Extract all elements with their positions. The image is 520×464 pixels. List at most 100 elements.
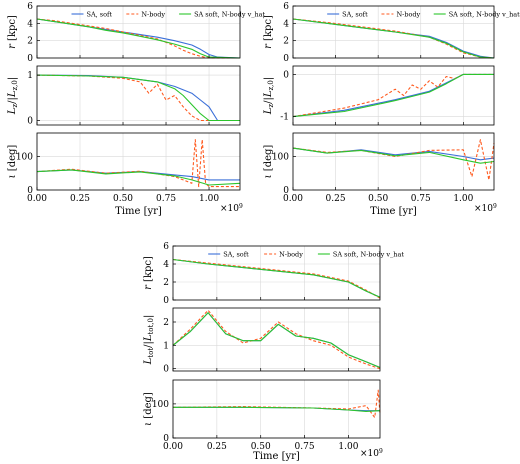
y-tick-label: 4 xyxy=(27,19,33,29)
y-tick-label: 2 xyxy=(27,37,33,47)
x-tick-label: 1.00 xyxy=(338,442,358,452)
series-line xyxy=(36,18,241,59)
x-axis-exponent: ×109 xyxy=(360,448,383,459)
panel-2: 0 1 Lz/|Lz,0| xyxy=(7,65,241,126)
x-axis-label: Time [yr] xyxy=(370,206,417,217)
y-axis-label-text: Lz/|Lz,0| xyxy=(7,77,19,115)
x-tick-label: 0.75 xyxy=(156,194,176,204)
y-axis-label-text: ι [deg] xyxy=(7,145,18,179)
y-tick-label: 100 xyxy=(272,152,289,162)
y-tick-label: 0 xyxy=(27,116,33,126)
y-tick-label: 0 xyxy=(163,296,169,306)
y-axis-label: r [kpc] xyxy=(263,15,274,49)
y-axis-label-text: Lz/|Lz,0| xyxy=(263,77,275,115)
plot-frame xyxy=(172,307,381,372)
x-tick-label: 0.75 xyxy=(411,194,431,204)
x-tick-label: 0.50 xyxy=(113,194,133,204)
y-tick-label: 4 xyxy=(163,260,169,270)
series-line xyxy=(36,74,240,122)
legend-label: SA, soft xyxy=(223,251,249,259)
panel-1: 0 2 4 6 r [kpc] SA, soft N-body SA soft, N-body… xyxy=(263,2,520,64)
legend-label: N-body xyxy=(396,11,420,19)
series-line xyxy=(172,309,381,370)
x-tick-label: 0.50 xyxy=(251,442,271,452)
y-axis-label: ι [deg] xyxy=(143,392,154,426)
series-line xyxy=(36,18,240,59)
y-tick-label: 6 xyxy=(283,2,289,12)
y-tick-label: 1 xyxy=(163,341,169,351)
y-axis-label: r [kpc] xyxy=(143,256,154,290)
legend-label: SA soft, N-body v_hat xyxy=(449,11,520,19)
y-tick-label: 0 xyxy=(163,434,169,444)
series-line xyxy=(292,147,495,164)
legend-label: SA soft, N-body v_hat xyxy=(194,11,265,19)
y-tick-label: 0 xyxy=(163,365,169,375)
plot-frame xyxy=(36,132,241,191)
series-line xyxy=(36,139,240,188)
x-tick-label: 0.25 xyxy=(70,194,90,204)
series-line xyxy=(173,406,381,412)
series-line xyxy=(292,18,495,59)
series-line xyxy=(172,312,381,369)
y-axis-label-text: ι [deg] xyxy=(263,145,274,179)
legend-label: SA, soft xyxy=(342,11,368,19)
panel-2: 0 1 2 Ltot/|Ltot,0| xyxy=(143,307,381,375)
panel-1: 0 2 4 6 r [kpc] SA, soft N-body SA soft, N-body… xyxy=(143,242,404,306)
y-tick-label: 0 xyxy=(283,186,289,196)
chart-top-left: 0 2 4 6 r [kpc] SA, soft N-body SA soft, N-body… xyxy=(7,2,266,217)
series-line xyxy=(292,73,494,118)
y-tick-label: 4 xyxy=(283,19,289,29)
x-axis-exponent: ×109 xyxy=(474,203,497,214)
y-tick-label: 2 xyxy=(163,278,169,288)
x-axis-label: Time [yr] xyxy=(115,206,162,217)
plot-frame xyxy=(172,245,381,301)
series-line xyxy=(172,258,381,298)
plot-frame xyxy=(36,65,241,126)
y-tick-label: 100 xyxy=(152,400,169,410)
series-line xyxy=(292,73,494,118)
y-tick-label: 0 xyxy=(27,186,33,196)
plot-frame xyxy=(292,132,495,191)
legend-label: SA soft, N-body v_hat xyxy=(333,251,404,259)
plot-frame xyxy=(172,379,381,439)
series-line xyxy=(172,389,381,419)
x-tick-label: 0.00 xyxy=(163,442,183,452)
series-line xyxy=(36,74,240,122)
series-line xyxy=(292,73,494,118)
x-tick-label: 0.50 xyxy=(368,194,388,204)
plot-frame xyxy=(292,5,495,59)
series-line xyxy=(36,18,241,59)
y-axis-label-text: r [kpc] xyxy=(7,15,18,49)
y-axis-label: Ltot/|Ltot,0| xyxy=(143,315,155,366)
panel-2: -1 0 Lz/|Lz,0| xyxy=(263,65,495,126)
y-axis-label-text: r [kpc] xyxy=(263,15,274,49)
y-tick-label: 100 xyxy=(16,152,33,162)
y-axis-label: Lz/|Lz,0| xyxy=(263,77,275,115)
y-tick-label: 0 xyxy=(283,54,289,64)
y-axis-label: ι [deg] xyxy=(263,145,274,179)
y-axis-label: Lz/|Lz,0| xyxy=(7,77,19,115)
y-axis-label-text: r [kpc] xyxy=(143,256,154,290)
series-line xyxy=(172,258,381,299)
x-axis-label: Time [yr] xyxy=(253,451,300,462)
x-tick-label: 1.00 xyxy=(199,194,219,204)
x-axis-exponent: ×109 xyxy=(220,203,243,214)
legend-label: N-body xyxy=(141,11,165,19)
x-tick-label: 0.25 xyxy=(326,194,346,204)
y-tick-label: 0 xyxy=(27,54,33,64)
y-tick-label: 6 xyxy=(27,2,33,12)
y-axis-label-text: Ltot/|Ltot,0| xyxy=(143,315,155,366)
x-tick-label: 0.00 xyxy=(27,194,47,204)
x-tick-label: 0.75 xyxy=(295,442,315,452)
series-line xyxy=(172,312,381,369)
y-tick-label: 0 xyxy=(283,70,289,80)
y-axis-label: ι [deg] xyxy=(7,145,18,179)
x-tick-label: 1.00 xyxy=(453,194,473,204)
y-tick-label: 2 xyxy=(283,37,289,47)
panel-1: 0 2 4 6 r [kpc] SA, soft N-body SA soft, N-body… xyxy=(7,2,266,64)
plot-frame xyxy=(36,5,241,59)
